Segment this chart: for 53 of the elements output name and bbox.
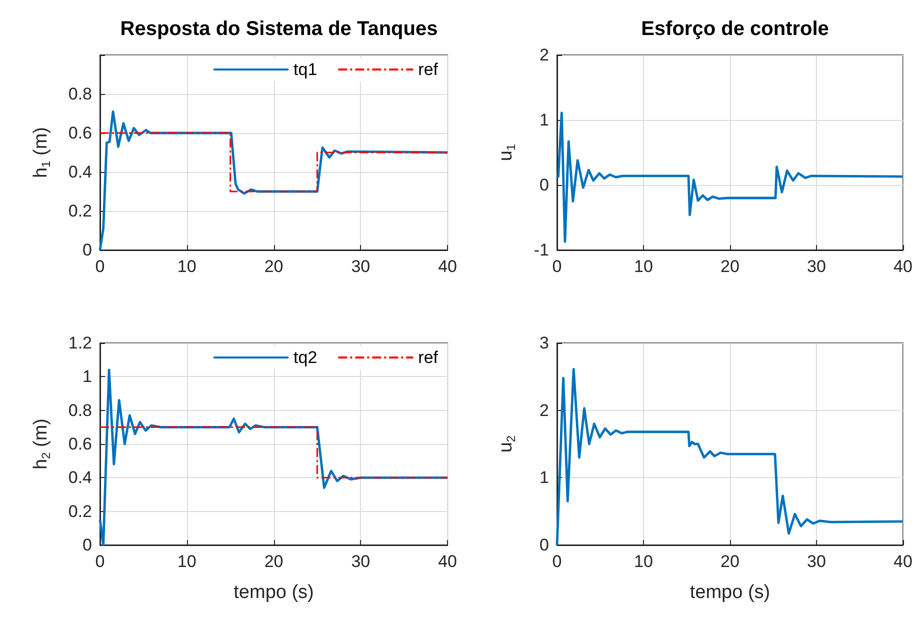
legend-label: tq2 [294, 348, 318, 367]
y-tick-label: 0 [82, 240, 92, 260]
x-tick-label: 40 [894, 552, 912, 571]
x-tick-label: 40 [894, 257, 912, 276]
x-tick-label: 30 [807, 552, 826, 571]
x-tick-label: 30 [807, 257, 826, 276]
y-tick-label: 2 [540, 46, 549, 64]
y-tick-label: 0 [540, 536, 549, 554]
y-axis-title: u1 [496, 144, 518, 162]
y-tick-label: 0.2 [68, 502, 92, 521]
y-tick-label: 0.4 [68, 468, 92, 488]
y-tick-label: 1 [540, 110, 549, 130]
x-axis-title: tempo (s) [234, 582, 314, 603]
x-tick-label: 20 [720, 552, 740, 571]
x-tick-label: 10 [177, 552, 196, 571]
line-series [556, 112, 904, 243]
x-tick-label: 30 [351, 552, 370, 571]
chart-title: Resposta do Sistema de Tanques [120, 18, 438, 40]
y-axis-title: h1 (m) [30, 126, 53, 178]
x-tick-label: 40 [438, 552, 458, 571]
y-tick-label: 0.4 [68, 162, 92, 182]
legend-label: ref [418, 348, 438, 367]
x-tick-label: 20 [264, 257, 284, 276]
x-tick-label: 0 [95, 257, 105, 276]
y-tick-label: 0 [540, 176, 549, 194]
y-tick-label: 1 [540, 468, 549, 488]
y-axis-title: u2 [496, 435, 518, 453]
x-tick-label: 0 [552, 552, 562, 571]
y-tick-label: 1.2 [68, 334, 92, 352]
x-tick-label: 0 [95, 552, 105, 571]
y-tick-label: 0.6 [68, 124, 92, 142]
y-tick-label: 0.2 [68, 202, 92, 220]
y-tick-label: -1 [534, 240, 549, 260]
x-tick-label: 40 [438, 257, 458, 276]
x-tick-label: 0 [552, 257, 562, 276]
legend-label: ref [418, 60, 438, 79]
chart-title: Esforço de controle [641, 18, 829, 40]
y-tick-label: 0.8 [68, 400, 92, 420]
x-axis-title: tempo (s) [690, 582, 770, 603]
legend-label: tq1 [294, 60, 318, 79]
y-tick-label: 1 [82, 367, 92, 386]
y-tick-label: 0 [82, 536, 92, 554]
x-tick-label: 30 [351, 257, 370, 276]
y-axis-title: h2 (m) [30, 418, 53, 470]
x-tick-label: 10 [634, 552, 653, 571]
y-tick-label: 2 [540, 400, 549, 420]
x-tick-label: 10 [634, 257, 653, 276]
x-tick-label: 10 [177, 257, 196, 276]
x-tick-label: 20 [720, 257, 740, 276]
x-tick-label: 20 [264, 552, 284, 571]
y-tick-label: 0.8 [68, 84, 92, 104]
y-tick-label: 3 [540, 334, 549, 352]
y-tick-label: 0.6 [68, 434, 92, 454]
